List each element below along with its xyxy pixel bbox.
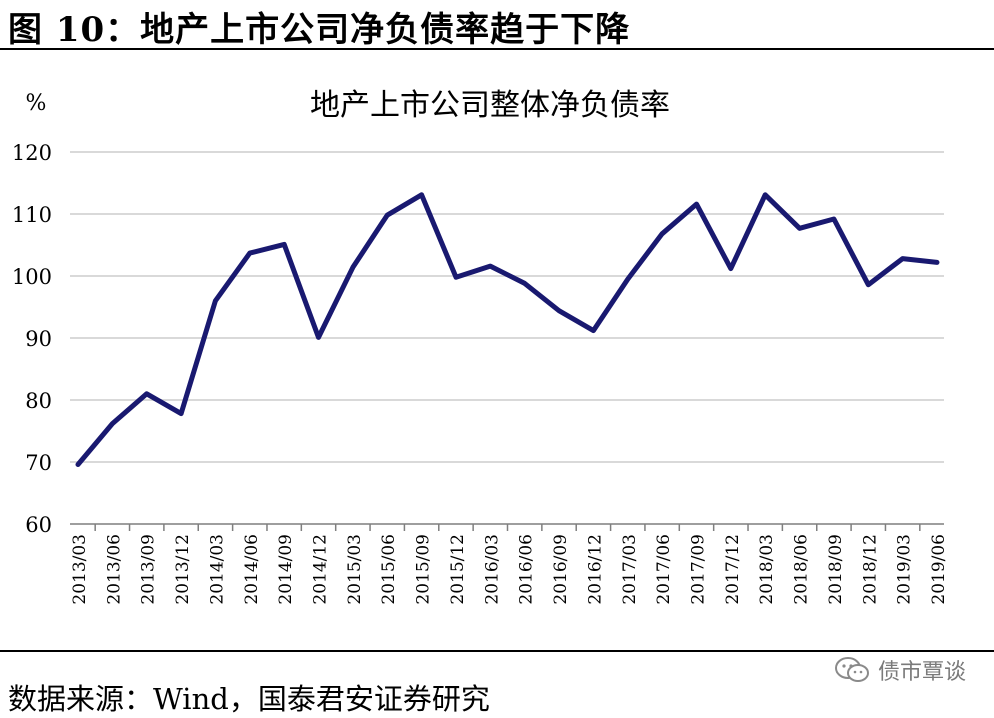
x-tick-label: 2018/12 [860, 534, 880, 605]
x-tick-label: 2014/06 [242, 534, 262, 605]
x-tick-label: 2018/09 [826, 534, 846, 605]
y-tick-label: 110 [12, 203, 52, 227]
x-tick-label: 2017/12 [723, 534, 743, 605]
y-tick-label: 100 [12, 265, 52, 289]
x-tick-label: 2015/03 [345, 534, 365, 605]
x-tick-label: 2018/03 [757, 534, 777, 605]
figure-header: 图 10：地产上市公司净负债率趋于下降 [0, 0, 994, 50]
x-tick-label: 2019/03 [895, 534, 915, 605]
x-tick-label: 2013/03 [70, 534, 90, 605]
y-tick-label: 120 [12, 141, 52, 165]
x-tick-label: 2015/06 [379, 534, 399, 605]
watermark-text: 债市覃谈 [877, 660, 966, 685]
x-tick-label: 2016/09 [551, 534, 571, 605]
series-line [75, 192, 940, 467]
chart-area: 地产上市公司整体净负债率% 60 70 80 90 100 110 120 2013/03 201… [0, 52, 994, 648]
y-tick-label: 80 [25, 389, 52, 413]
line-chart: 地产上市公司整体净负债率% 60 70 80 90 100 110 120 2013/03 201… [12, 88, 949, 605]
x-tick-label: 2016/03 [482, 534, 502, 605]
x-tick-label: 2017/06 [654, 534, 674, 605]
figure-footer: 数据来源：Wind，国泰君安证券研究 债市覃谈 [0, 650, 994, 716]
wechat-icon [834, 657, 869, 682]
x-tick-label: 2016/06 [517, 534, 537, 605]
watermark: 债市覃谈 [834, 654, 966, 686]
x-tick-label: 2017/03 [620, 534, 640, 605]
y-tick-label: 60 [25, 513, 52, 537]
figure-caption: 图 10：地产上市公司净负债率趋于下降 [8, 10, 631, 50]
x-tick-label: 2017/09 [688, 534, 708, 605]
x-tick-label: 2014/12 [311, 534, 331, 605]
y-axis-label: % [26, 91, 47, 116]
x-tick-label: 2013/12 [173, 534, 193, 605]
x-tick-label: 2015/12 [448, 534, 468, 605]
y-tick-label: 90 [25, 327, 52, 351]
x-tick-label: 2015/09 [414, 534, 434, 605]
x-tick-label: 2018/06 [792, 534, 812, 605]
x-tick-label: 2019/06 [929, 534, 949, 605]
x-tick-label: 2014/03 [207, 534, 227, 605]
x-tick-label: 2014/09 [276, 534, 296, 605]
y-tick-label: 70 [25, 451, 52, 475]
x-tick-label: 2016/12 [585, 534, 605, 605]
x-tick-label: 2013/09 [139, 534, 159, 605]
source-note: 数据来源：Wind，国泰君安证券研究 [8, 682, 490, 716]
chart-title: 地产上市公司整体净负债率 [310, 88, 670, 123]
x-tick-label: 2013/06 [104, 534, 124, 605]
